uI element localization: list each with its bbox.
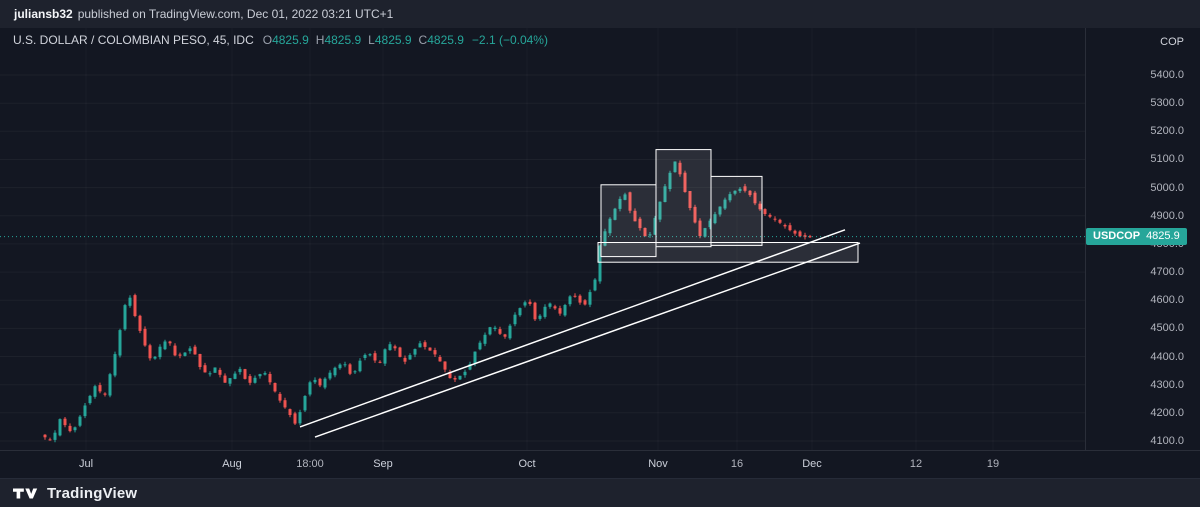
low-value: 4825.9 — [374, 33, 412, 47]
pattern-box[interactable] — [655, 149, 712, 248]
time-tick-label: Dec — [802, 458, 822, 470]
price-tick-label: 4200.0 — [1150, 406, 1184, 419]
symbol-title[interactable]: U.S. DOLLAR / COLOMBIAN PESO, 45, IDC — [13, 33, 254, 47]
high-value: 4825.9 — [324, 33, 362, 47]
price-tick-label: 4400.0 — [1150, 350, 1184, 363]
time-tick-label: 16 — [730, 458, 744, 470]
footer-bar: TradingView — [0, 478, 1200, 507]
change-value: −2.1 (−0.04%) — [471, 33, 548, 47]
close-label: C — [418, 33, 428, 47]
price-tick-label: 4700.0 — [1150, 266, 1184, 279]
price-tick-label: 4500.0 — [1150, 322, 1184, 335]
tradingview-logo-icon[interactable] — [13, 486, 39, 501]
price-chart-canvas[interactable] — [0, 28, 1085, 450]
price-tick-label: 4600.0 — [1150, 294, 1184, 307]
time-tick-label: 19 — [986, 458, 1000, 470]
time-tick-label: Jul — [78, 458, 94, 470]
open-label: O — [262, 33, 273, 47]
time-tick-label: Nov — [648, 458, 668, 470]
last-price-axis-label: USDCOP 4825.9 — [1086, 227, 1187, 245]
pattern-box[interactable] — [600, 184, 657, 258]
trend-line[interactable] — [299, 229, 846, 428]
price-tick-label: 4300.0 — [1150, 378, 1184, 391]
time-tick-label: 12 — [909, 458, 923, 470]
close-value: 4825.9 — [427, 33, 464, 47]
time-axis[interactable]: Jul Aug 18:00 Sep Oct Nov 16 Dec 12 19 — [0, 450, 1200, 478]
time-tick-label: Sep — [373, 458, 393, 470]
candlesticks — [43, 160, 812, 443]
trend-line[interactable] — [314, 242, 861, 438]
price-tick-label: 5200.0 — [1150, 125, 1184, 138]
low-label: L — [368, 33, 375, 47]
time-tick-label: Aug — [222, 458, 242, 470]
price-tick-label: 5300.0 — [1150, 97, 1184, 110]
price-tick-label: 4900.0 — [1150, 209, 1184, 222]
pattern-box[interactable] — [710, 175, 763, 246]
price-tag-value: 4825.9 — [1146, 229, 1180, 242]
high-label: H — [315, 33, 325, 47]
support-zone-box[interactable] — [597, 242, 859, 263]
price-tick-label: 5000.0 — [1150, 181, 1184, 194]
currency-label: COP — [1160, 36, 1184, 48]
price-tag-symbol: USDCOP — [1093, 229, 1141, 242]
price-tick-label: 5400.0 — [1150, 69, 1184, 81]
ohlc-readout: O4825.9 H4825.9 L4825.9 C4825.9 −2.1 (−0.04%… — [256, 33, 548, 47]
price-tick-label: 5100.0 — [1150, 153, 1184, 166]
price-axis[interactable]: COP 5400.0 5300.0 5200.0 5100.0 5000.0 4900.0… — [1085, 28, 1200, 450]
price-tick-label: 4100.0 — [1150, 435, 1184, 447]
time-tick-label: Oct — [518, 458, 536, 470]
grid-lines — [0, 74, 1085, 442]
brand-name[interactable]: TradingView — [47, 484, 138, 502]
open-value: 4825.9 — [272, 33, 309, 47]
time-tick-label: 18:00 — [296, 458, 324, 470]
symbol-legend: U.S. DOLLAR / COLOMBIAN PESO, 45, IDC O48… — [13, 33, 548, 47]
publish-info: published on TradingView.com, Dec 01, 20… — [77, 7, 394, 21]
publish-bar: juliansb32 published on TradingView.com,… — [0, 0, 1200, 28]
username-link[interactable]: juliansb32 — [14, 7, 73, 21]
